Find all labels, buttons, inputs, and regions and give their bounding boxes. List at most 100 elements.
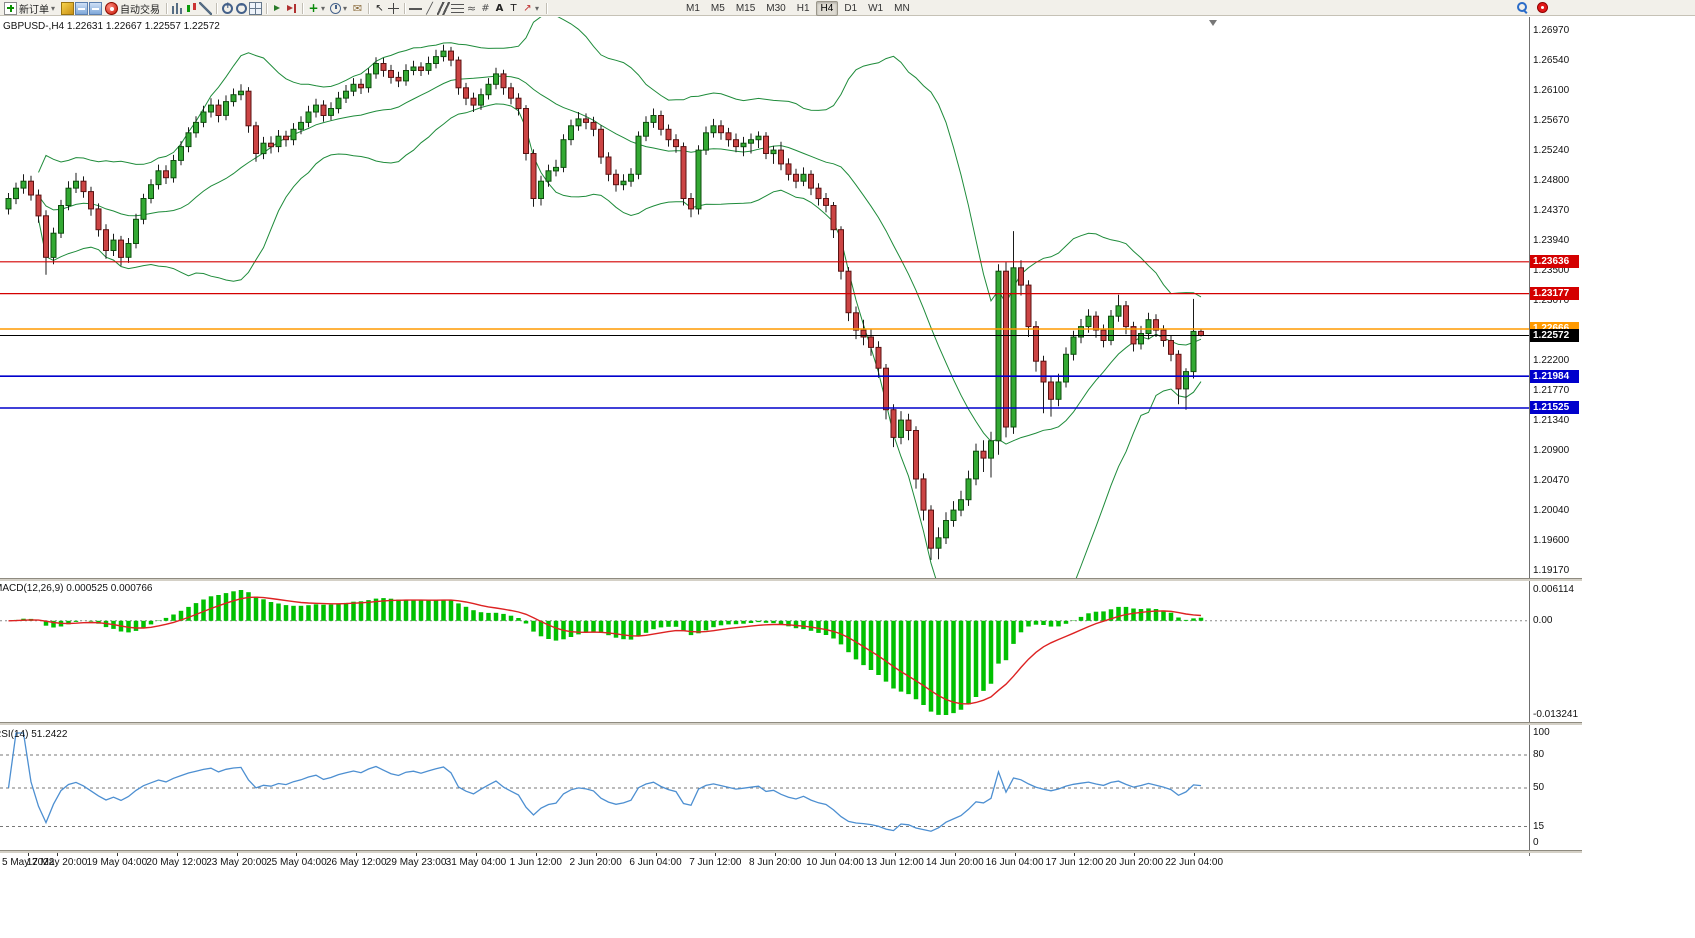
price-axis-label: 1.26540 [1533,54,1570,66]
time-axis-tick [1134,852,1136,856]
time-axis-label: 26 May 12:00 [325,857,387,868]
line-chart-icon[interactable] [199,1,212,15]
macd-axis-label: 0.00 [1533,614,1553,626]
new-order-icon [4,1,17,15]
time-axis-tick [475,852,477,856]
text-label-icon[interactable] [507,2,520,15]
time-axis-label: 1 Jun 12:00 [509,857,562,868]
time-axis-tick [655,852,657,856]
rsi-axis-label: 80 [1533,749,1545,760]
tile-windows-icon[interactable] [249,1,262,15]
price-axis-label: 1.21770 [1533,385,1570,396]
notification-badge[interactable] [1537,2,1548,13]
price-line-label[interactable]: 1.23636 [1530,255,1579,269]
time-axis-label: 31 May 04:00 [445,857,507,868]
price-axis-label: 1.25240 [1533,144,1570,156]
zoom-out-icon[interactable] [235,1,248,15]
time-axis-label: 13 Jun 12:00 [865,857,924,868]
candlestick-chart-icon[interactable] [185,1,198,15]
add-indicator-icon[interactable] [307,2,320,15]
timeframe-button-d1[interactable]: D1 [844,2,858,14]
new-order-button[interactable]: 新订单 [2,1,60,16]
macd-canvas[interactable] [0,580,1529,722]
timeframe-button-w1[interactable]: W1 [868,2,884,14]
price-axis-label: 1.23070 [1533,295,1570,306]
chart-shift-icon[interactable] [285,2,298,15]
price-line-label[interactable]: 1.22572 [1530,328,1579,342]
algo-trading-icon [105,1,118,15]
time-axis-tick [535,852,537,856]
time-axis-label: 20 Jun 20:00 [1105,857,1164,868]
timeframe-button-m5[interactable]: M5 [710,2,725,14]
grid-icon[interactable] [479,2,492,15]
auto-scroll-icon[interactable] [271,2,284,15]
time-axis-label: 10 Jun 04:00 [806,857,864,868]
equidistant-channel-icon[interactable] [437,1,450,15]
bar-chart-icon[interactable] [171,1,184,15]
price-axis-label: 1.21340 [1533,414,1570,426]
panel-separator[interactable] [0,722,1582,725]
price-axis-border [1529,17,1530,856]
toolbar-separator [216,2,217,14]
price-axis-label: 1.20040 [1533,504,1570,516]
new-order-label: 新订单 [19,4,49,16]
toolbar-separator [404,2,405,14]
toolbar: 新订单 自动交易 [0,0,1695,16]
timeframe-button-m30[interactable]: M30 [766,2,786,14]
timeframe-button-m15[interactable]: M15 [735,2,756,14]
text-icon[interactable] [493,2,506,15]
price-axis-label: 1.20470 [1533,475,1570,486]
time-axis-tick [176,852,178,856]
data-window-icon[interactable] [75,1,88,15]
rsi-axis-label: 15 [1533,820,1545,832]
time-axis-tick [715,852,717,856]
zoom-in-icon[interactable] [221,1,234,15]
timeframe-button-mn[interactable]: MN [894,2,910,14]
time-axis-label: 29 May 23:00 [385,857,447,868]
timeframe-button-h4[interactable]: H4 [815,0,839,16]
price-axis-label: 1.23940 [1533,234,1570,246]
time-axis-tick [356,852,358,856]
periods-icon[interactable] [329,2,342,15]
panel-separator[interactable] [0,850,1582,853]
time-axis-label: 25 May 04:00 [266,857,327,868]
arrows-icon[interactable] [521,2,534,15]
chevron-down-icon[interactable] [321,2,328,15]
main-chart-canvas[interactable] [0,17,1529,578]
chevron-down-icon[interactable] [535,2,542,15]
chevron-down-icon[interactable] [343,2,350,15]
time-axis-tick [1014,852,1016,856]
market-watch-icon[interactable] [61,1,74,15]
time-axis-tick [57,852,58,856]
trendline-icon[interactable] [423,2,436,15]
algo-trading-button[interactable]: 自动交易 [103,1,162,16]
cursor-icon[interactable] [373,2,386,15]
rsi-axis-label: 50 [1533,782,1545,793]
price-axis-label: 1.19600 [1533,535,1570,547]
time-axis-label: 5 May 2022 [2,857,55,868]
panel-separator[interactable] [0,578,1582,581]
crosshair-icon[interactable] [387,1,400,15]
timeframe-button-h1[interactable]: H1 [796,2,810,14]
time-axis-tick [416,852,418,856]
price-axis-label: 1.25670 [1533,115,1570,126]
time-axis-tick [954,852,956,856]
navigator-icon[interactable] [89,1,102,15]
price-line-label[interactable]: 1.21984 [1530,369,1579,383]
chevron-down-icon [51,2,58,15]
price-line-label[interactable]: 1.21525 [1530,401,1579,415]
time-axis-label: 20 May 12:00 [146,857,207,868]
search-icon[interactable] [1516,1,1529,14]
fibonacci-icon[interactable] [451,1,464,15]
price-line-label[interactable]: 1.23177 [1530,287,1579,301]
waves-icon[interactable] [465,2,478,15]
time-axis-tick [28,852,29,856]
rsi-canvas[interactable] [0,726,1529,850]
timeframe-button-m1[interactable]: M1 [686,2,700,14]
horizontal-line-icon[interactable] [409,1,422,15]
email-icon[interactable] [351,2,364,15]
macd-axis-label: -0.013241 [1533,709,1579,720]
algo-trading-label: 自动交易 [120,4,160,16]
time-axis-label: 17 May 20:00 [26,857,88,868]
